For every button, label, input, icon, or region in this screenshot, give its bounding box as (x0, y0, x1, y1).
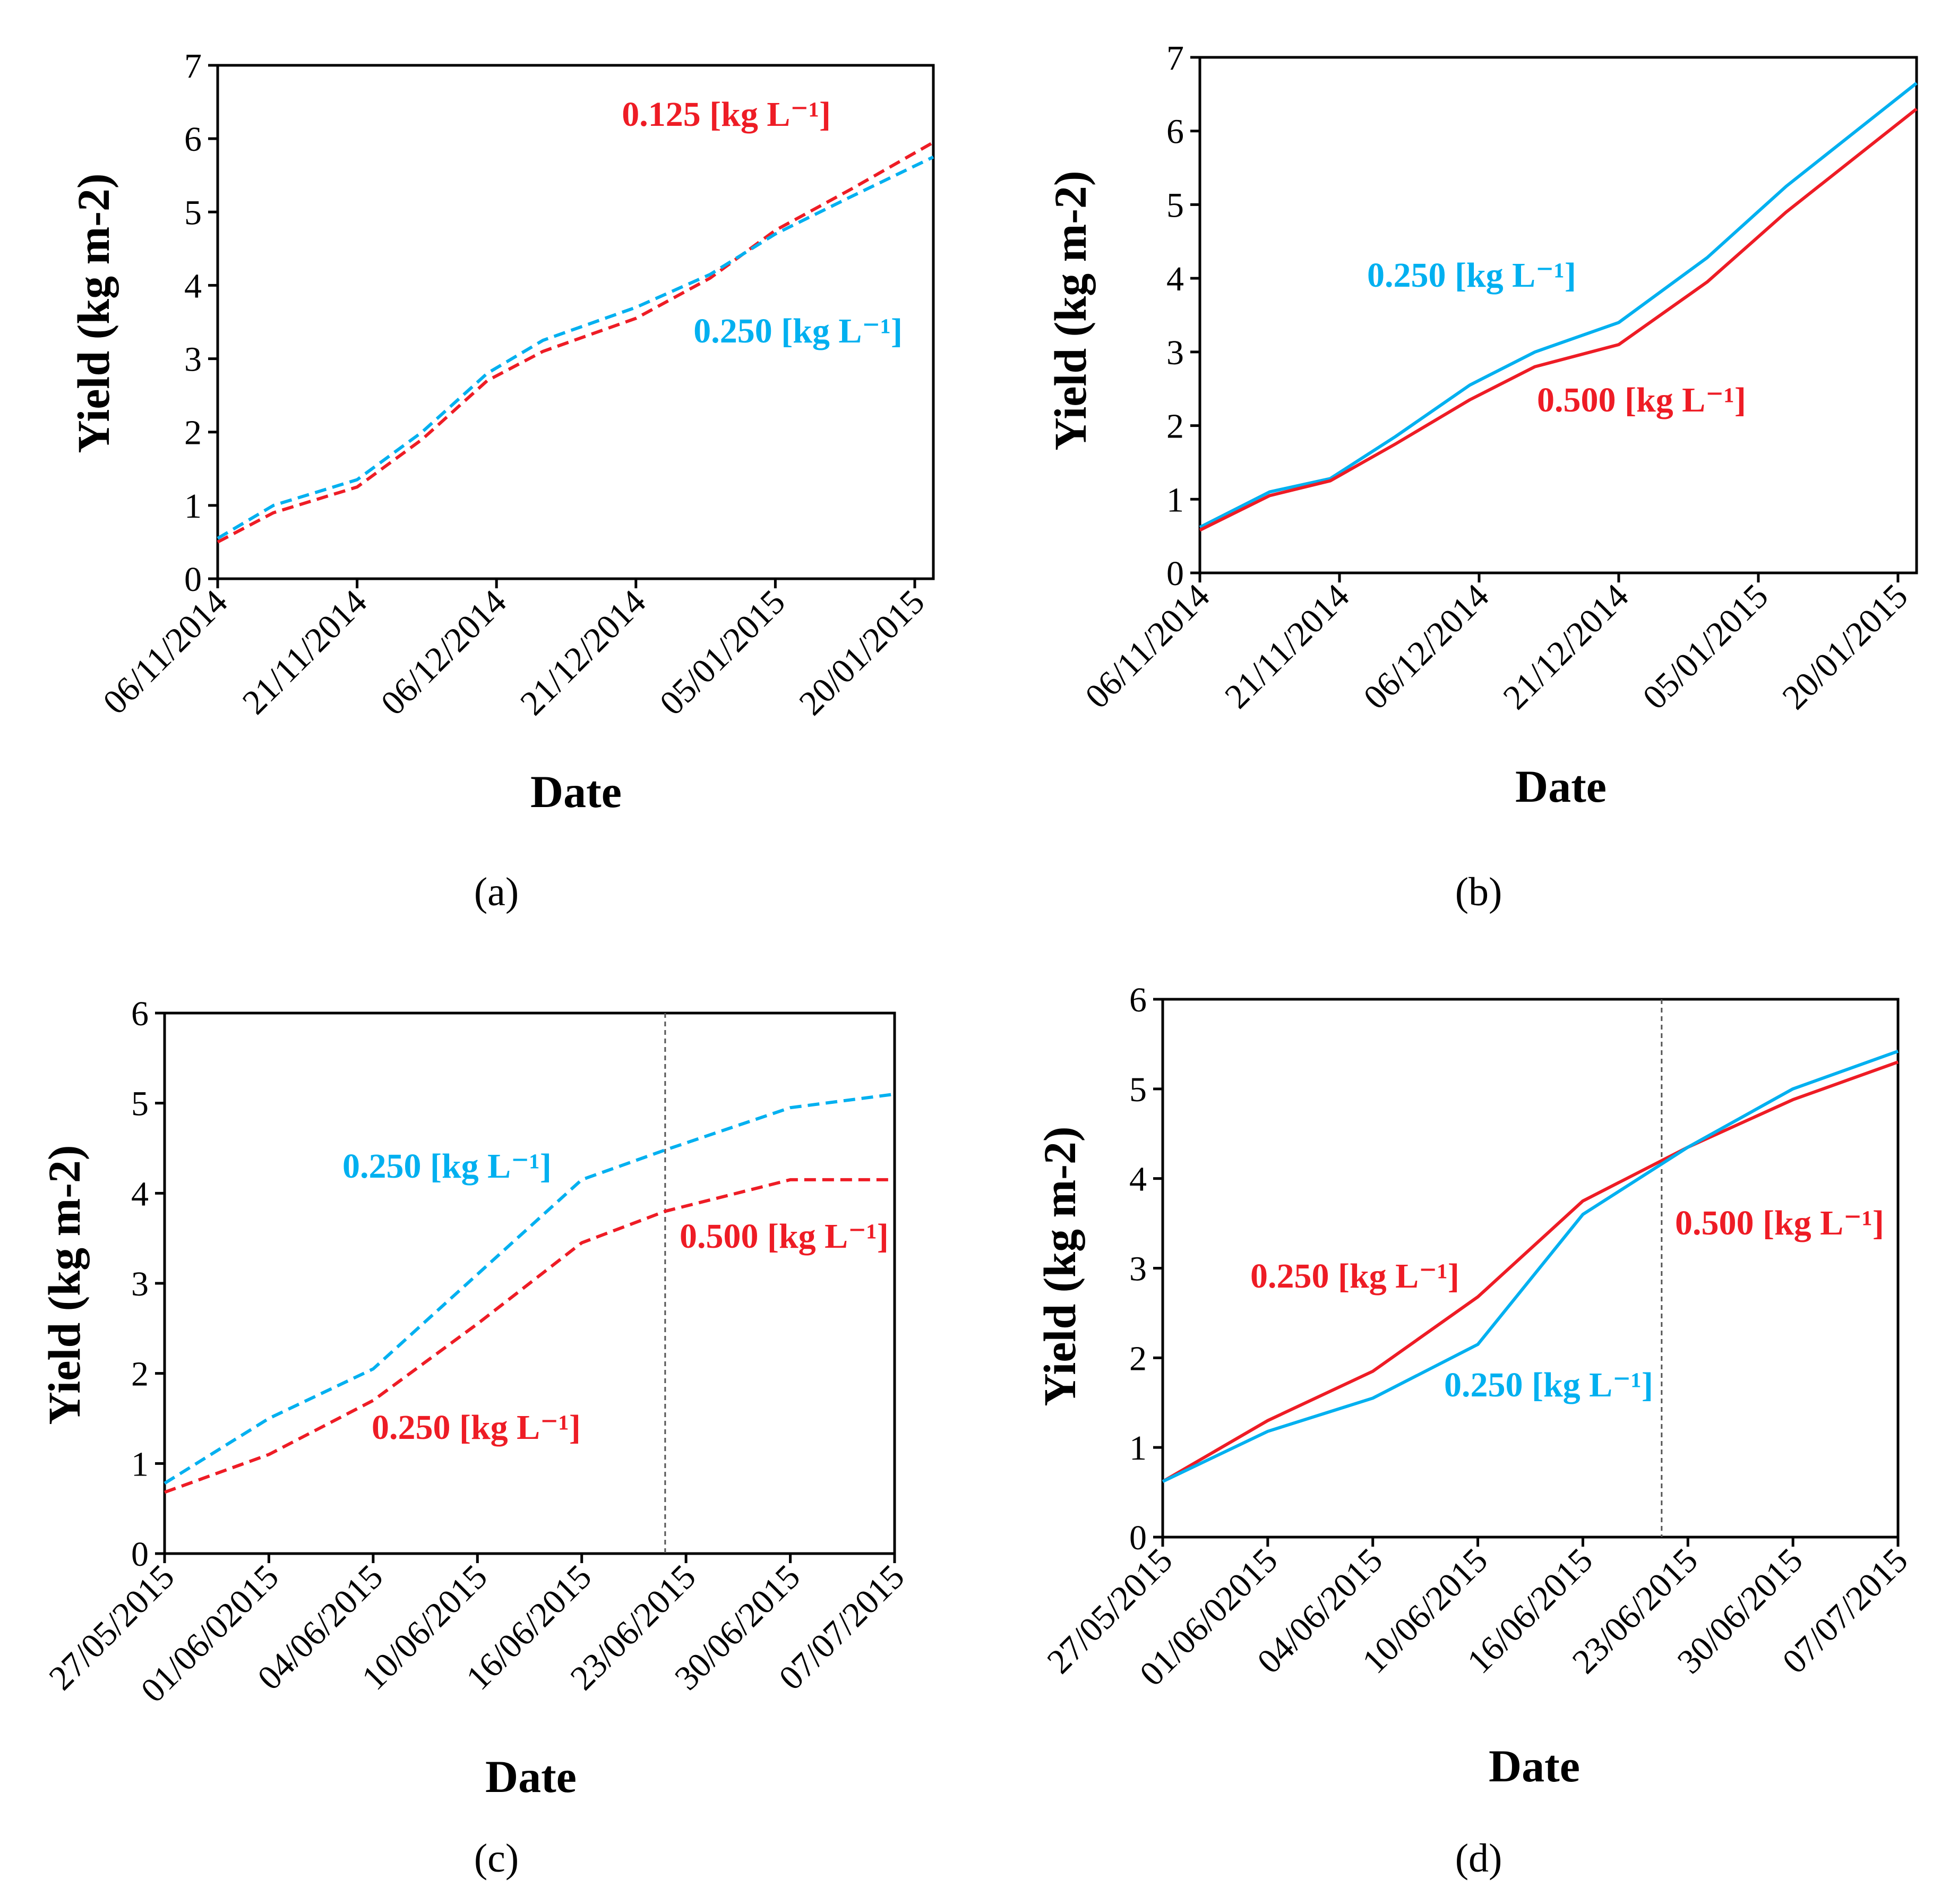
x-tick-label: 21/11/2014 (1217, 577, 1357, 716)
series-label: 0.125 [kg L⁻¹] (622, 95, 831, 134)
chart-panel-c: 012345627/05/201501/06/0201504/06/201510… (39, 994, 912, 1881)
y-tick-label: 3 (184, 340, 202, 379)
y-axis-title: Yield (kg m-2) (1045, 170, 1096, 450)
y-tick-label: 6 (184, 120, 202, 159)
series-label: 0.250 [kg L⁻¹] (1250, 1257, 1459, 1296)
chart-panel-a: 0 1 2 3 4 5 6 7 06/11/2014 21/11/201406/12/201421… (68, 47, 935, 914)
y-tick-label: 1 (1129, 1429, 1147, 1468)
y-tick-label: 0 (131, 1535, 149, 1574)
y-tick-label: 7 (1166, 39, 1184, 78)
series-line-0 (1199, 82, 1918, 529)
x-tick-label: 20/01/2015 (1775, 577, 1915, 717)
y-tick-label: 6 (131, 994, 149, 1033)
x-tick-label: 06/12/2014 (374, 582, 514, 723)
chart-panel-d: 012345627/05/201501/06/0201504/06/201510… (1034, 981, 1916, 1881)
y-tick-label: 3 (1166, 333, 1184, 372)
y-tick-label: 4 (184, 267, 202, 305)
y-tick-label: 3 (131, 1265, 149, 1303)
series-line-1 (164, 1178, 895, 1494)
panel-label: (b) (1455, 870, 1502, 914)
y-tick-label: 5 (131, 1085, 149, 1123)
x-axis-title: Date (1515, 761, 1607, 812)
x-axis-title: Date (485, 1751, 577, 1802)
y-axis-title: Yield (kg m-2) (68, 173, 119, 453)
x-tick-label: 05/01/2015 (652, 582, 793, 723)
y-tick-label: 4 (1129, 1160, 1147, 1199)
plot-area-frame (1198, 56, 1918, 574)
y-tick-label: 4 (131, 1174, 149, 1213)
y-axis-title: Yield (kg m-2) (39, 1145, 90, 1425)
plot-area-frame (216, 64, 935, 580)
y-axis-title: Yield (kg m-2) (1034, 1126, 1085, 1406)
y-tick-label: 4 (1166, 260, 1184, 298)
series-line-0 (217, 141, 934, 544)
x-tick-label: 06/11/2014 (96, 582, 235, 722)
y-tick-label: 6 (1129, 981, 1147, 1019)
series-line-1 (1162, 1050, 1899, 1483)
series-line-0 (1162, 1060, 1899, 1483)
y-tick-label: 1 (1166, 481, 1184, 519)
series-line-1 (1199, 107, 1918, 532)
x-tick-label: 06/11/2014 (1078, 577, 1217, 716)
x-tick-label: 21/12/2014 (513, 582, 653, 723)
series-label: 0.250 [kg L⁻¹] (372, 1408, 581, 1447)
y-tick-label: 1 (184, 487, 202, 526)
y-tick-label: 0 (1166, 554, 1184, 593)
x-axis-title: Date (530, 766, 622, 817)
y-tick-label: 5 (1166, 186, 1184, 225)
y-tick-label: 2 (131, 1355, 149, 1394)
y-tick-label: 1 (131, 1445, 149, 1483)
x-tick-label: 21/12/2014 (1496, 577, 1636, 717)
series-label: 0.500 [kg L⁻¹] (680, 1217, 889, 1256)
panel-label: (d) (1455, 1836, 1502, 1881)
x-tick-label: 05/01/2015 (1635, 577, 1775, 717)
series-label: 0.250 [kg L⁻¹] (1367, 256, 1576, 295)
series-label: 0.250 [kg L⁻¹] (1444, 1366, 1653, 1404)
series-line-1 (217, 155, 934, 540)
y-tick-label: 6 (1166, 113, 1184, 151)
panel-label: (c) (474, 1836, 519, 1881)
y-tick-label: 5 (1129, 1070, 1147, 1109)
x-axis-title: Date (1489, 1740, 1580, 1791)
y-tick-label: 7 (184, 47, 202, 85)
x-tick-label: 21/11/2014 (235, 582, 375, 722)
y-tick-label: 0 (1129, 1519, 1147, 1557)
y-tick-label: 3 (1129, 1250, 1147, 1289)
series-label: 0.500 [kg L⁻¹] (1537, 381, 1746, 419)
y-tick-label: 2 (1129, 1339, 1147, 1378)
chart-panel-b: 0 1 2 3 4 5 6 7 06/11/2014 21/11/201406/12/201421… (1045, 39, 1918, 914)
panel-label: (a) (474, 870, 519, 914)
series-label: 0.500 [kg L⁻¹] (1675, 1204, 1884, 1242)
y-tick-label: 0 (184, 560, 202, 599)
x-tick-label: 20/01/2015 (792, 582, 932, 723)
series-label: 0.250 [kg L⁻¹] (342, 1147, 552, 1186)
y-tick-label: 5 (184, 193, 202, 232)
y-tick-label: 2 (1166, 407, 1184, 446)
y-tick-label: 2 (184, 414, 202, 452)
x-tick-label: 06/12/2014 (1356, 577, 1496, 717)
series-label: 0.250 [kg L⁻¹] (693, 312, 903, 350)
